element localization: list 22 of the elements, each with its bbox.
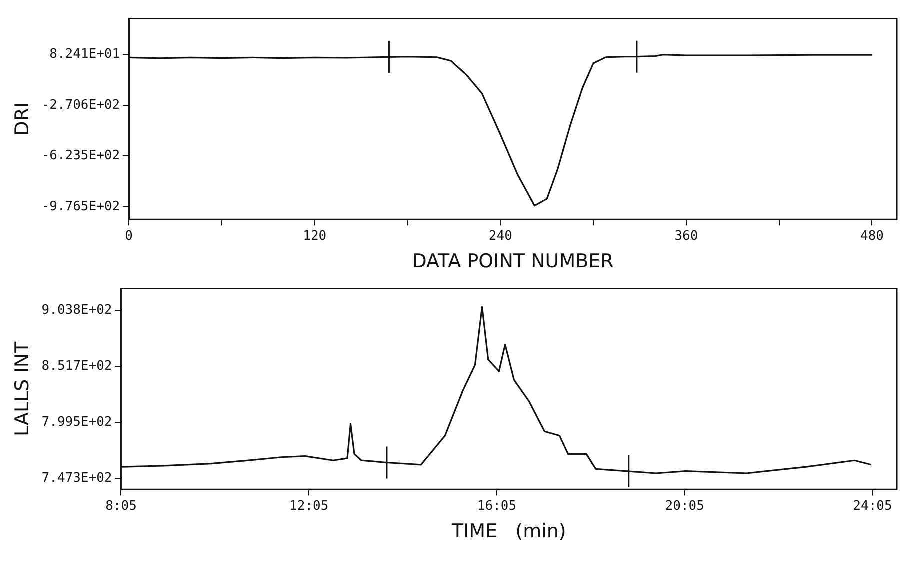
x-tick-label: 240	[488, 228, 512, 244]
x-axis-title: TIME (min)	[450, 520, 566, 543]
y-tick-label: 7.473E+02	[42, 470, 112, 486]
x-tick-label: 20:05	[665, 498, 704, 514]
y-tick-label: 9.038E+02	[42, 302, 112, 318]
y-axis-title: DRI	[11, 102, 34, 136]
x-tick-label: 8:05	[106, 498, 137, 514]
y-axis-title: LALLS INT	[11, 341, 34, 437]
y-tick-label: 8.517E+02	[42, 358, 112, 374]
x-tick-label: 24:05	[853, 498, 892, 514]
y-tick-label: 7.995E+02	[42, 414, 112, 430]
x-tick-label: 0	[125, 228, 133, 244]
x-axis-title: DATA POINT NUMBER	[412, 250, 614, 273]
x-tick-label: 16:05	[477, 498, 517, 514]
x-tick-label: 360	[674, 228, 698, 244]
y-tick-label: 8.241E+01	[50, 46, 120, 62]
x-tick-label: 120	[303, 228, 327, 244]
y-tick-label: -6.235E+02	[42, 148, 120, 164]
x-tick-label: 12:05	[290, 498, 329, 514]
x-tick-label: 480	[860, 228, 884, 244]
y-tick-label: -2.706E+02	[42, 98, 120, 113]
y-tick-label: -9.765E+02	[42, 200, 120, 215]
